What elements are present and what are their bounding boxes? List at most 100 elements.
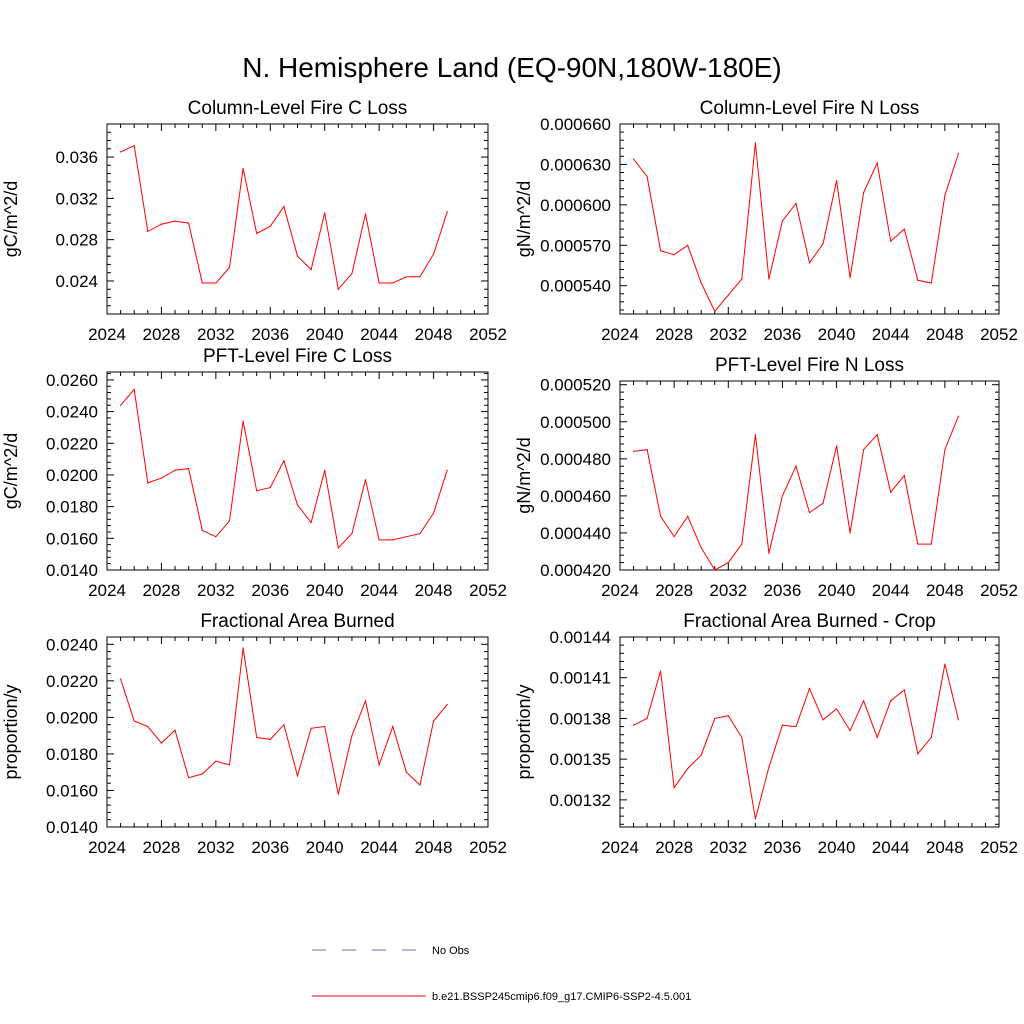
data-point xyxy=(754,434,756,436)
data-point xyxy=(673,254,675,256)
data-point xyxy=(944,663,946,665)
data-point xyxy=(147,482,149,484)
x-tick-label: 2044 xyxy=(872,838,910,857)
x-tick-label: 2024 xyxy=(601,325,639,344)
data-point xyxy=(215,282,217,284)
panel-title: Fractional Area Burned xyxy=(200,611,394,632)
x-tick-label: 2028 xyxy=(143,581,181,600)
data-point xyxy=(930,282,932,284)
data-point xyxy=(876,434,878,436)
y-tick-label: 0.000660 xyxy=(540,115,611,134)
data-point xyxy=(228,520,231,522)
data-point xyxy=(903,228,905,230)
panel-title: Column-Level Fire N Loss xyxy=(700,98,920,119)
data-point xyxy=(903,474,905,477)
y-tick-label: 0.028 xyxy=(55,231,98,250)
data-point xyxy=(660,670,662,672)
y-tick-label: 0.000440 xyxy=(540,524,611,543)
legend-no-obs-label: No Obs xyxy=(432,945,470,957)
x-tick-label: 2040 xyxy=(818,325,856,344)
panel-pft-fire-c-loss: PFT-Level Fire C Loss 2024 2028 2032 2036 204… xyxy=(1,346,507,600)
data-point xyxy=(835,179,838,182)
data-point xyxy=(944,448,946,451)
data-point xyxy=(337,793,339,795)
data-point xyxy=(432,720,435,722)
x-tick-label: 2044 xyxy=(360,838,398,857)
data-point xyxy=(337,288,339,290)
x-tick-label: 2036 xyxy=(251,838,289,857)
data-point xyxy=(120,151,122,153)
data-point xyxy=(432,512,435,514)
data-point xyxy=(160,477,163,479)
data-point xyxy=(147,725,149,728)
data-point xyxy=(727,294,729,296)
data-point xyxy=(768,552,770,554)
x-tick-label: 2044 xyxy=(360,325,398,344)
data-point xyxy=(269,487,271,489)
x-tick-label: 2040 xyxy=(306,581,344,600)
y-tick-label: 0.0260 xyxy=(46,371,98,390)
data-point xyxy=(714,310,716,312)
data-point xyxy=(120,404,122,406)
data-point xyxy=(727,715,729,717)
data-point xyxy=(700,754,702,756)
data-point xyxy=(822,243,824,245)
y-tick-label: 0.0140 xyxy=(46,561,98,580)
data-point xyxy=(378,764,380,766)
y-tick-label: 0.000570 xyxy=(540,236,611,255)
x-tick-label: 2024 xyxy=(601,838,639,857)
y-tick-label: 0.00135 xyxy=(550,750,611,769)
y-tick-label: 0.0240 xyxy=(46,635,98,654)
x-tick-label: 2048 xyxy=(415,581,453,600)
data-point xyxy=(174,220,176,222)
legend: No Obs b.e21.BSSP245cmip6.f09_g17.CMIP6-… xyxy=(312,945,691,1003)
data-point xyxy=(700,547,702,549)
data-point xyxy=(890,491,892,493)
data-point xyxy=(283,724,285,726)
data-point xyxy=(890,240,892,242)
y-tick-label: 0.00144 xyxy=(550,628,611,647)
x-tick-label: 2024 xyxy=(601,581,639,600)
data-point xyxy=(228,764,231,766)
y-axis-label: gC/m^2/d xyxy=(1,181,21,257)
x-tick-label: 2052 xyxy=(980,325,1018,344)
data-point xyxy=(201,282,203,284)
data-point xyxy=(754,142,756,144)
panel-pft-fire-n-loss: PFT-Level Fire N Loss 2024 2028 2032 2036 204… xyxy=(514,355,1018,600)
x-tick-label: 2028 xyxy=(143,838,181,857)
x-tick-label: 2036 xyxy=(764,838,802,857)
data-point xyxy=(351,273,353,275)
data-point xyxy=(228,266,231,269)
y-axis-label: gC/m^2/d xyxy=(1,433,21,509)
data-point xyxy=(188,222,190,224)
y-tick-label: 0.024 xyxy=(55,272,98,291)
data-point xyxy=(160,223,163,225)
legend-model-label: b.e21.BSSP245cmip6.f09_g17.CMIP6-SSP2-4.… xyxy=(432,991,691,1003)
data-point xyxy=(646,717,648,720)
y-axis-label: proportion/y xyxy=(514,684,534,779)
x-tick-label: 2044 xyxy=(360,581,398,600)
x-tick-label: 2052 xyxy=(980,581,1018,600)
x-tick-label: 2040 xyxy=(306,838,344,857)
data-point xyxy=(256,232,258,235)
data-point xyxy=(188,777,190,779)
data-point xyxy=(256,736,258,739)
x-tick-label: 2024 xyxy=(88,325,126,344)
x-tick-label: 2032 xyxy=(709,581,747,600)
x-tick-label: 2036 xyxy=(764,581,802,600)
data-point xyxy=(392,725,394,728)
x-tick-label: 2036 xyxy=(764,325,802,344)
data-point xyxy=(324,469,326,471)
data-point xyxy=(808,511,811,514)
panel-title: PFT-Level Fire N Loss xyxy=(715,355,904,376)
panels: Column-Level Fire C Loss 2024 2028 2032 2036… xyxy=(1,98,1018,857)
data-point xyxy=(646,448,648,451)
data-point xyxy=(310,521,312,524)
data-point xyxy=(364,479,367,481)
y-tick-label: 0.0200 xyxy=(46,708,98,727)
data-point xyxy=(849,730,851,732)
data-point xyxy=(660,515,662,517)
data-point xyxy=(133,388,135,391)
data-point xyxy=(754,818,756,820)
